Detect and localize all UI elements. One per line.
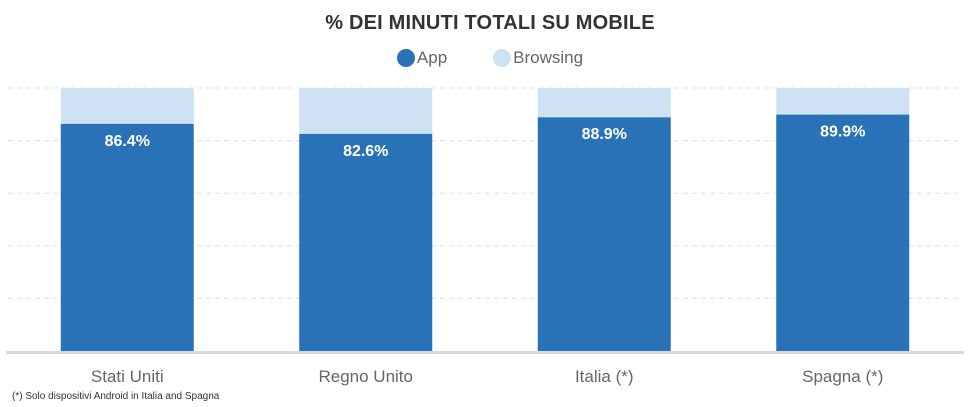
legend-swatch-app (396, 49, 415, 67)
legend-item-app[interactable]: App (396, 48, 448, 68)
bar-browsing-3[interactable] (537, 88, 671, 118)
x-tick-label-2: Regno Unito (318, 367, 413, 386)
data-label-2: 82.6% (343, 143, 388, 160)
data-label-3: 88.9% (582, 126, 627, 143)
data-label-1: 86.4% (105, 133, 150, 150)
legend-label-browsing: Browsing (513, 48, 584, 67)
x-tick-label-3: Italia (*) (575, 367, 634, 386)
x-axis-baseline (6, 351, 964, 354)
bar-app-2[interactable] (299, 133, 433, 351)
legend-swatch-browsing (493, 49, 512, 67)
chart-title: % DEI MINUTI TOTALI SU MOBILE (325, 12, 655, 34)
x-tick-label-1: Stati Uniti (91, 367, 164, 386)
bar-browsing-2[interactable] (299, 88, 433, 134)
legend-item-browsing[interactable]: Browsing (493, 48, 583, 68)
bar-browsing-4[interactable] (776, 88, 910, 115)
x-tick-label-4: Spagna (*) (802, 367, 883, 386)
bar-app-1[interactable] (60, 123, 194, 351)
legend: App Browsing (0, 48, 980, 68)
data-label-4: 89.9% (820, 124, 865, 141)
legend-label-app: App (416, 48, 448, 67)
footnote: (*) Solo dispositivi Android in Italia a… (12, 391, 220, 402)
bar-app-3[interactable] (537, 117, 671, 352)
bar-app-4[interactable] (776, 114, 910, 351)
bar-browsing-1[interactable] (60, 88, 194, 124)
